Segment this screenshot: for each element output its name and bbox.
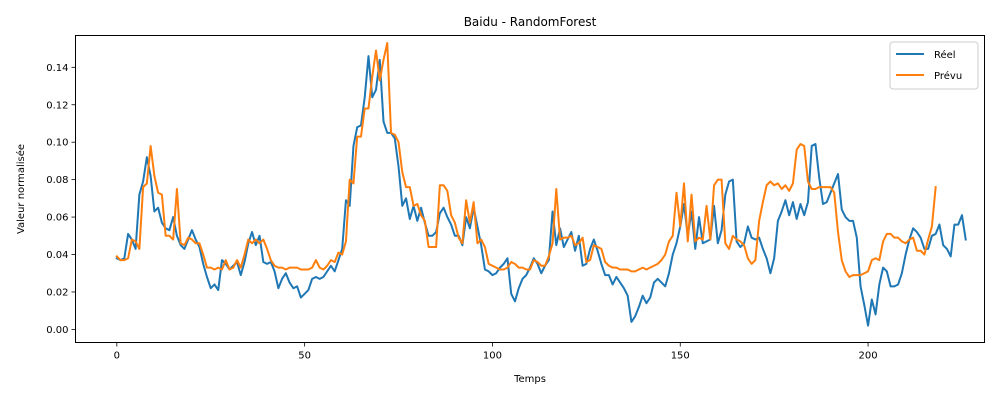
y-tick-label: 0.00 <box>46 325 68 336</box>
y-tick-label: 0.02 <box>46 287 68 298</box>
chart-title: Baidu - RandomForest <box>464 15 597 29</box>
y-tick-label: 0.12 <box>46 100 68 111</box>
x-tick-label: 0 <box>114 351 120 362</box>
x-tick-label: 150 <box>671 351 690 362</box>
legend-label: Prévu <box>934 70 962 82</box>
series-line-prevu <box>115 41 937 278</box>
y-axis: 0.00 0.02 0.04 0.06 0.08 0.10 0.12 0.14 <box>46 63 76 336</box>
y-tick-label: 0.06 <box>46 213 68 224</box>
y-tick-label: 0.14 <box>46 63 68 74</box>
x-axis-label: Temps <box>513 374 546 385</box>
legend: Réel Prévu <box>889 41 979 90</box>
x-tick-label: 50 <box>298 351 311 362</box>
x-tick-label: 100 <box>483 351 502 362</box>
plot-area <box>115 41 967 327</box>
series-line-reel <box>115 55 967 327</box>
y-tick-label: 0.08 <box>46 175 68 186</box>
y-tick-label: 0.04 <box>46 250 68 261</box>
y-tick-label: 0.10 <box>46 138 68 149</box>
y-axis-label: Valeur normalisée <box>15 144 27 234</box>
x-axis: 0 50 100 150 200 <box>114 342 878 362</box>
legend-label: Réel <box>934 49 956 61</box>
plot-frame <box>75 35 985 343</box>
x-tick-label: 200 <box>859 351 878 362</box>
